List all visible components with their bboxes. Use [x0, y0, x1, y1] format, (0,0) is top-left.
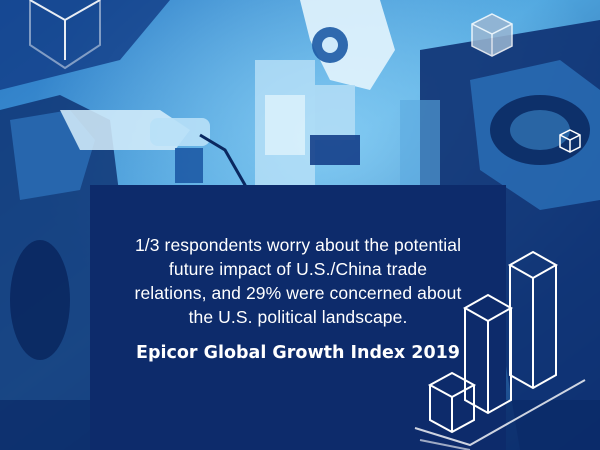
source-label: Epicor Global Growth Index 2019 — [136, 343, 460, 363]
quote-card: 1/3 respondents worry about the potentia… — [90, 185, 506, 450]
quote-text: 1/3 respondents worry about the potentia… — [134, 235, 462, 327]
